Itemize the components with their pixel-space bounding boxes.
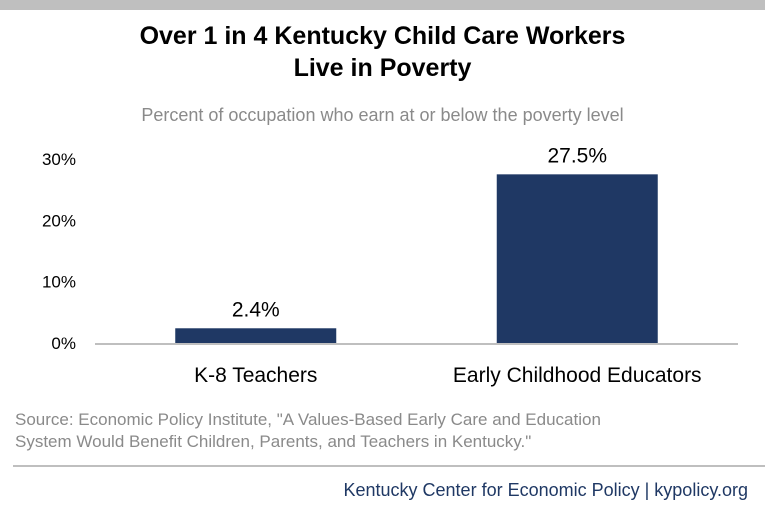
footer-credit: Kentucky Center for Economic Policy | ky… — [343, 480, 749, 500]
chart-title-line-1: Over 1 in 4 Kentucky Child Care Workers — [139, 22, 626, 50]
bar-k-8-teachers — [175, 328, 337, 343]
chart-title-line-2: Live in Poverty — [293, 54, 472, 82]
chart-subtitle: Percent of occupation who earn at or bel… — [141, 105, 624, 125]
bar-value-label: 27.5% — [547, 144, 607, 167]
y-tick-label: 20% — [42, 211, 76, 230]
y-tick-label: 0% — [51, 334, 76, 353]
bars — [175, 174, 658, 343]
top-bar — [0, 0, 765, 10]
x-axis-ticks: K-8 Teachers Early Childhood Educators — [194, 364, 702, 387]
source-line-1: Source: Economic Policy Institute, "A Va… — [15, 410, 601, 429]
chart-title: Over 1 in 4 Kentucky Child Care Workers … — [0, 20, 765, 84]
y-tick-label: 10% — [42, 273, 76, 292]
x-tick-label: Early Childhood Educators — [453, 364, 702, 387]
bar-value-label: 2.4% — [232, 298, 280, 321]
footer-divider — [13, 465, 765, 467]
source-line-2: System Would Benefit Children, Parents, … — [15, 432, 532, 451]
x-tick-label: K-8 Teachers — [194, 364, 317, 387]
source-note: Source: Economic Policy Institute, "A Va… — [15, 409, 755, 453]
y-tick-label: 30% — [42, 150, 76, 169]
value-labels: 2.4% 27.5% — [232, 144, 607, 321]
bar-early-childhood-educators — [496, 174, 658, 343]
y-axis-ticks: 0% 10% 20% 30% — [42, 150, 76, 353]
